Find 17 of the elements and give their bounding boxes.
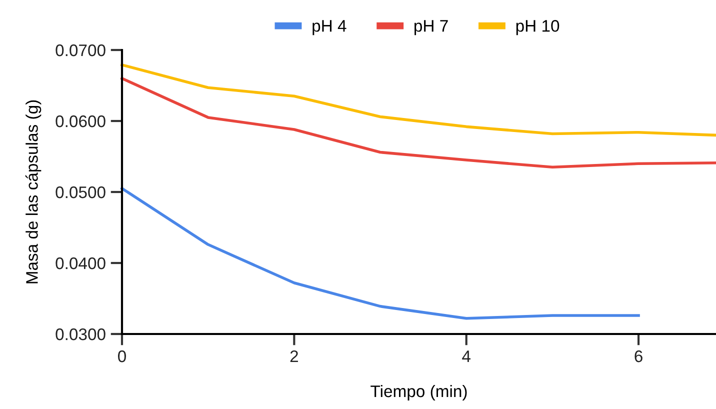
legend-label: pH 7 — [414, 20, 448, 36]
y-tick-label: 0.0400 — [56, 257, 106, 270]
x-tick-label: 0 — [118, 350, 126, 362]
y-tick-label: 0.0600 — [56, 115, 106, 128]
y-tick-label: 0.0500 — [56, 186, 106, 198]
line-series — [120, 64, 716, 137]
y-tick-label: 0.0700 — [56, 44, 106, 56]
x-axis-title: Tiempo (min) — [370, 384, 467, 400]
x-tick-label: 6 — [634, 350, 642, 362]
legend-label: pH 4 — [312, 20, 346, 36]
y-tick-label: 0.0300 — [56, 328, 106, 340]
x-tick-label: 2 — [290, 350, 298, 362]
y-axis-title: Masa de las cápsulas (g) — [25, 100, 42, 284]
line-series — [120, 77, 716, 169]
line-series — [120, 187, 640, 320]
x-tick-label: 4 — [462, 350, 470, 362]
legend-label: pH 10 — [516, 20, 560, 36]
